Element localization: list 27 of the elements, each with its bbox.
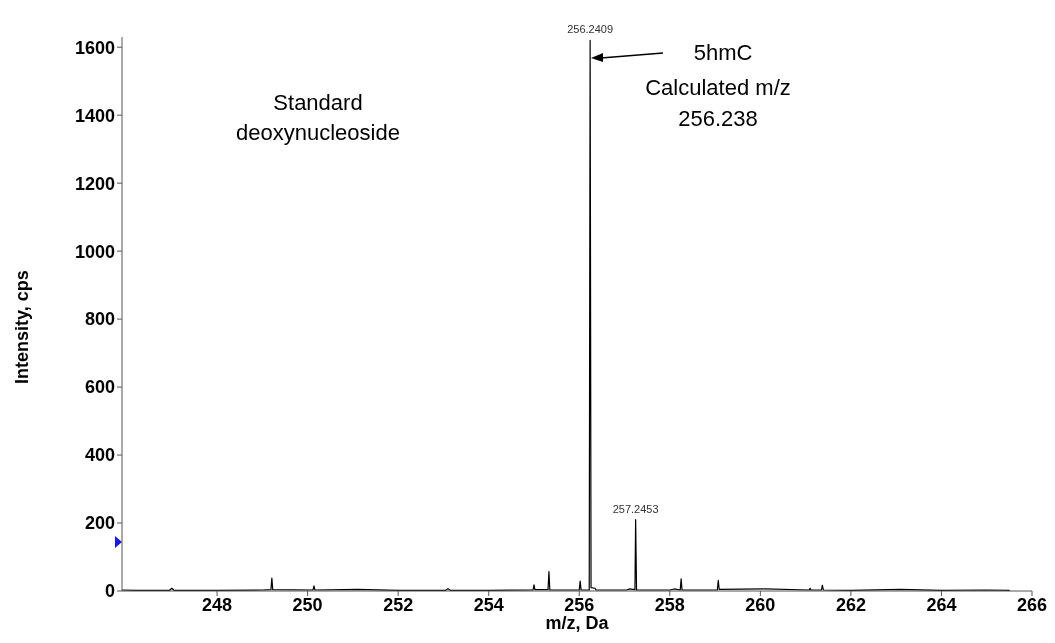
annotation: 256.238 bbox=[677, 105, 759, 133]
annotation: 5hmC bbox=[692, 39, 754, 67]
annotation: Standard deoxynucleoside bbox=[235, 89, 401, 147]
x-tick-label: 248 bbox=[202, 594, 233, 615]
x-tick-label: 262 bbox=[835, 594, 866, 615]
x-tick-label: 252 bbox=[383, 594, 414, 615]
y-tick-label: 1000 bbox=[74, 241, 115, 262]
y-tick-label: 1400 bbox=[74, 105, 115, 126]
x-tick-label: 264 bbox=[926, 594, 957, 615]
x-tick-label: 250 bbox=[292, 594, 323, 615]
x-tick-label: 256 bbox=[564, 594, 595, 615]
y-axis-title: Intensity, cps bbox=[12, 270, 33, 384]
y-tick-label: 400 bbox=[84, 445, 115, 466]
x-tick-label: 266 bbox=[1016, 594, 1048, 615]
y-tick-label: 1600 bbox=[74, 37, 115, 58]
y-tick-label: 600 bbox=[84, 377, 115, 398]
x-axis-title: m/z, Da bbox=[545, 613, 610, 633]
annotation: 257.2453 bbox=[612, 502, 659, 515]
y-tick-label: 800 bbox=[84, 309, 115, 330]
y-tick-label: 1200 bbox=[74, 173, 115, 194]
x-tick-label: 260 bbox=[745, 594, 776, 615]
y-tick-label: 0 bbox=[104, 581, 115, 602]
annotation: Calculated m/z bbox=[644, 74, 792, 102]
annotation: 256.2409 bbox=[567, 23, 614, 36]
y-tick-label: 200 bbox=[84, 513, 115, 534]
x-tick-label: 258 bbox=[654, 594, 685, 615]
x-tick-label: 254 bbox=[473, 594, 504, 615]
